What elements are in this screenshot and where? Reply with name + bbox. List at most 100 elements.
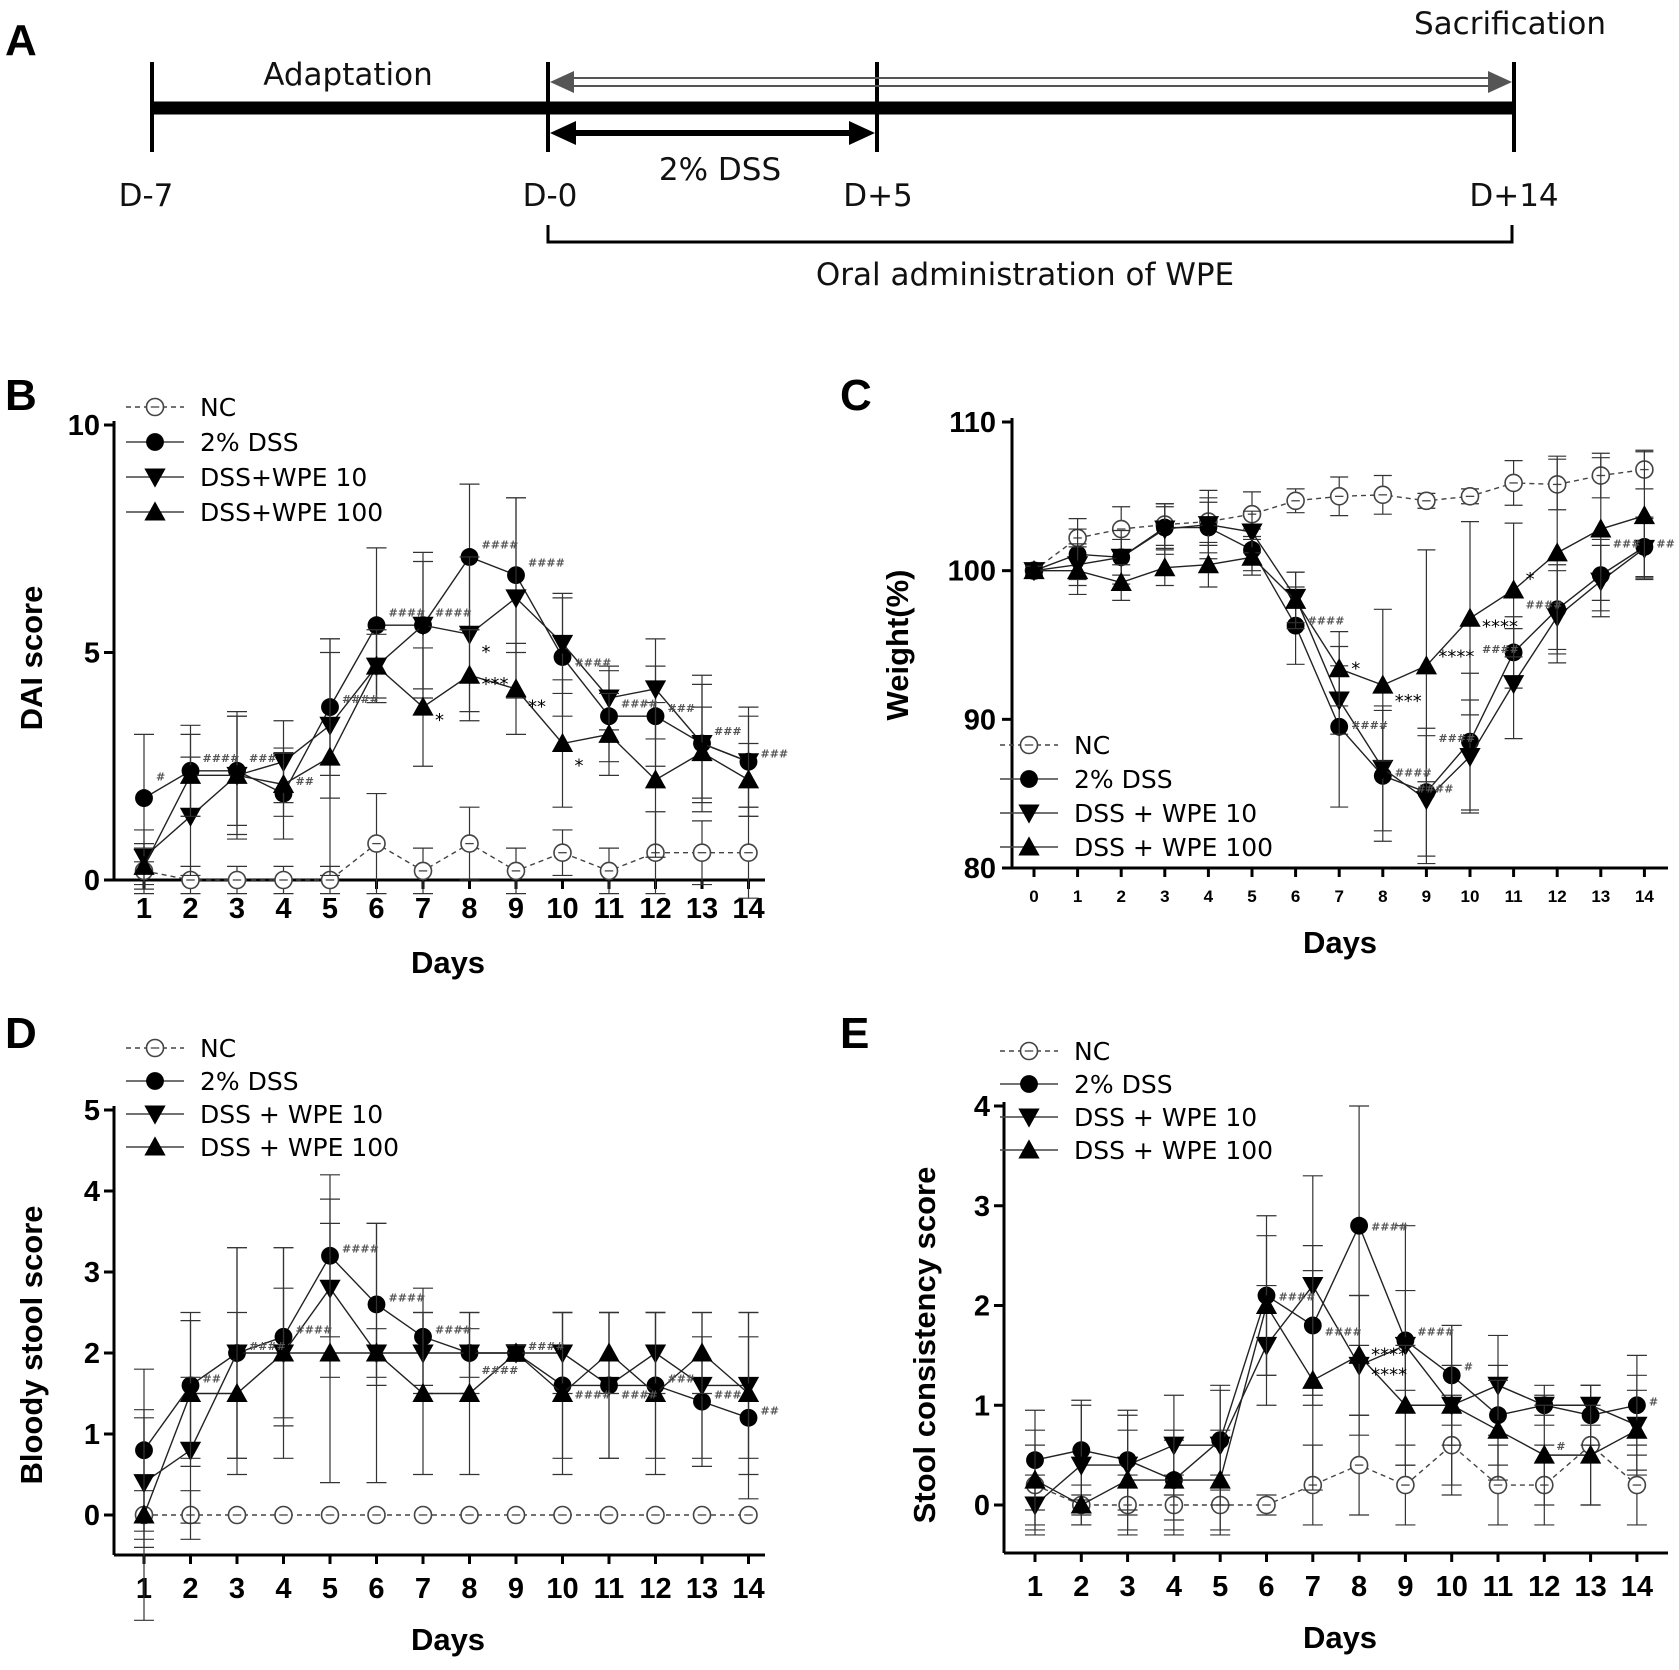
significance-mark-2: ### <box>249 752 277 765</box>
day-label-3: D+14 <box>1469 178 1558 214</box>
data-point-5 <box>365 655 388 675</box>
data-point-3 <box>272 773 295 793</box>
x-tick-label-2: 3 <box>1120 1571 1136 1603</box>
dss-arrow <box>550 121 875 145</box>
admin-label: Oral administration of WPE <box>816 257 1234 293</box>
y-axis-label: DAI score <box>14 586 49 731</box>
data-point-10 <box>1487 1419 1509 1439</box>
data-point-9 <box>551 1382 574 1402</box>
day-label-0: D-7 <box>119 178 174 214</box>
x-tick-label-8: 9 <box>1397 1571 1413 1603</box>
legend-label-dss-wpe-10: DSS + WPE 10 <box>1074 799 1257 828</box>
significance-mark-6: #### <box>482 1364 519 1377</box>
y-axis-label: Weight(%) <box>880 570 915 721</box>
legend-label-2-dss: 2% DSS <box>200 1067 299 1096</box>
data-point-11 <box>1533 1444 1555 1464</box>
significance-mark-2: #### <box>296 1324 333 1337</box>
legend-marker-1 <box>1020 1075 1038 1093</box>
significance-mark-3: #### <box>1417 1325 1454 1338</box>
data-point-13 <box>1590 518 1612 538</box>
x-tick-label-8: 8 <box>1378 887 1387 906</box>
legend-marker-2 <box>1018 804 1040 824</box>
legend-marker-3 <box>144 1136 166 1156</box>
x-tick-label-3: 3 <box>1160 887 1169 906</box>
y-tick-label-2: 2 <box>84 1338 100 1370</box>
x-tick-label-14: 14 <box>1635 887 1654 906</box>
x-tick-label-9: 9 <box>1422 887 1431 906</box>
significance-mark-3: #### <box>342 1243 379 1256</box>
data-point-6 <box>1284 589 1307 609</box>
significance-mark-4: #### <box>389 1291 426 1304</box>
data-point-12 <box>1546 542 1568 562</box>
y-tick-label-0: 0 <box>84 1500 100 1532</box>
legend-marker-3 <box>144 501 166 521</box>
data-point-5 <box>365 1342 388 1362</box>
data-point-9 <box>551 732 574 752</box>
y-tick-label-4: 4 <box>974 1091 990 1123</box>
x-tick-label-9: 10 <box>546 1573 578 1605</box>
significance-mark-6: #### <box>1526 598 1563 611</box>
data-point-1 <box>1070 1456 1092 1476</box>
data-point-10 <box>598 1342 620 1362</box>
significance-mark-2: #### <box>1395 766 1432 779</box>
data-point-4 <box>319 1342 341 1362</box>
data-point-2 <box>226 1382 248 1402</box>
data-point-6 <box>1302 1369 1324 1389</box>
x-tick-label-6: 7 <box>415 893 431 925</box>
significance-mark-8: #### <box>575 1389 612 1402</box>
data-point-1 <box>179 1382 202 1402</box>
significance-mark-11: **** <box>1438 646 1474 667</box>
x-tick-label-3: 4 <box>1166 1571 1182 1603</box>
x-tick-label-12: 12 <box>1548 887 1567 906</box>
legend-label-dss-wpe-10: DSS + WPE 10 <box>1074 1103 1257 1132</box>
x-tick-label-1: 1 <box>1073 887 1082 906</box>
y-tick-label-0: 0 <box>974 1490 990 1522</box>
significance-mark-12: ### <box>714 725 742 738</box>
y-tick-label-3: 110 <box>949 407 996 439</box>
y-axis-label: Stool consistency score <box>907 1167 942 1524</box>
significance-mark-7: ### <box>1613 537 1641 550</box>
data-point-13 <box>737 769 760 789</box>
legend-label-dss-wpe-100: DSS + WPE 100 <box>1074 833 1273 862</box>
series-dss-wpe-100 <box>1024 1235 1648 1531</box>
data-point-11 <box>644 769 667 789</box>
legend-label-dss-wpe-100: DSS+WPE 100 <box>200 498 383 527</box>
y-tick-label-1: 90 <box>964 704 996 736</box>
significance-mark-9: * <box>1351 658 1360 679</box>
data-point-9 <box>551 634 574 655</box>
data-point-7 <box>1348 1344 1370 1364</box>
significance-mark-16: *** <box>482 674 509 695</box>
significance-mark-2: #### <box>1371 1221 1408 1234</box>
data-point-14 <box>1633 505 1656 525</box>
y-tick-label-3: 3 <box>974 1191 990 1223</box>
x-tick-label-12: 13 <box>686 1573 718 1605</box>
series-nc <box>134 1490 758 1540</box>
series-dss-wpe-100 <box>133 1222 760 1621</box>
data-point-5 <box>1255 1294 1278 1314</box>
day-label-1: D-0 <box>523 178 578 214</box>
x-tick-label-4: 4 <box>1204 887 1214 906</box>
day-label-2: D+5 <box>843 178 913 214</box>
data-point-12 <box>691 741 713 762</box>
significance-mark-9: #### <box>575 657 612 670</box>
x-tick-label-6: 7 <box>415 1573 431 1605</box>
significance-mark-15: * <box>482 642 491 663</box>
x-tick-label-7: 8 <box>1351 1571 1367 1603</box>
legend-marker-3 <box>1018 1139 1040 1159</box>
y-tick-label-1: 5 <box>84 638 100 670</box>
significance-mark-10: ### <box>668 1372 696 1385</box>
x-axis-label: Days <box>1303 925 1377 960</box>
x-tick-label-10: 10 <box>1461 887 1480 906</box>
data-point-8 <box>1394 1394 1417 1414</box>
significance-mark-12: ## <box>761 1405 779 1418</box>
data-point-4 <box>319 746 341 766</box>
y-tick-label-1: 1 <box>84 1419 100 1451</box>
legend-label-nc: NC <box>1074 1037 1110 1066</box>
data-point-3 <box>1154 557 1176 577</box>
significance-mark-9: #### <box>621 1389 658 1402</box>
significance-mark-5: #### <box>1482 643 1519 656</box>
x-tick-label-5: 5 <box>1247 887 1256 906</box>
x-tick-label-11: 11 <box>1505 887 1523 906</box>
